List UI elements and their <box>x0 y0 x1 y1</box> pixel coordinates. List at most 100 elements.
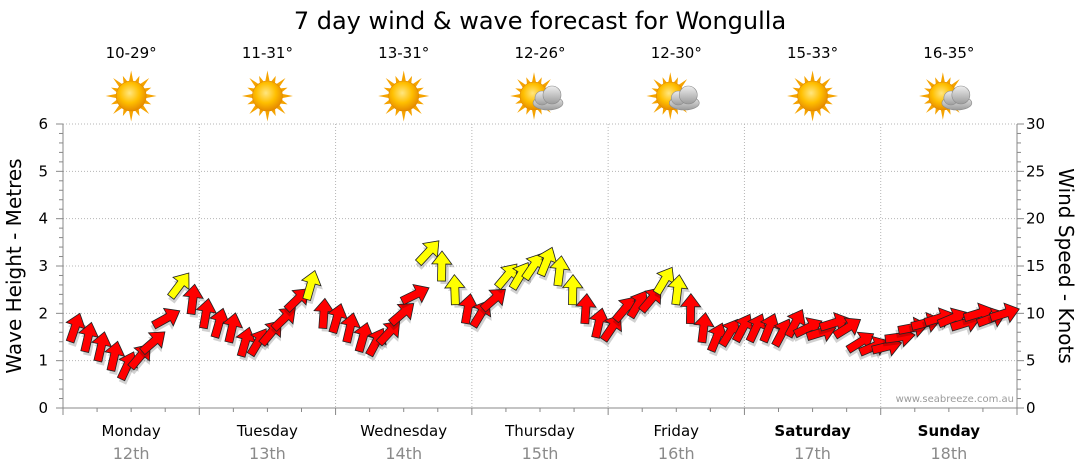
wind-arrow-shape <box>666 274 689 306</box>
wind-arrow-shape <box>832 317 862 340</box>
sun-disc <box>797 80 828 112</box>
sun-ray <box>668 72 673 83</box>
cloud-shape <box>941 85 973 111</box>
sun-icon <box>378 70 430 122</box>
sun-icon <box>105 70 157 122</box>
day-date-label: 17th <box>794 444 831 463</box>
wind-arrow <box>443 274 468 308</box>
sun-disc <box>388 80 420 112</box>
sun-ray <box>128 110 134 122</box>
wind-arrow-shape <box>599 314 622 343</box>
left-tick-label: 2 <box>38 304 48 322</box>
wind-arrow <box>139 331 166 359</box>
sun-ray <box>401 70 406 82</box>
wind-arrow-shape <box>693 311 715 344</box>
wind-arrow-shape <box>679 292 702 325</box>
wind-arrow <box>375 320 401 351</box>
sun-ray <box>940 109 945 120</box>
wind-arrow <box>430 250 455 285</box>
temperature-label: 12-30° <box>651 44 702 62</box>
wind-arrow-shape <box>375 320 401 347</box>
day-name-label: Tuesday <box>236 422 298 440</box>
wind-arrow-shape <box>283 288 309 313</box>
temperature-labels: 10-29° 11-31° 13-31° 12-26° 12-30° 15-33° 16-3… <box>106 44 975 62</box>
temperature-label: 15-33° <box>787 44 838 62</box>
wind-arrow <box>479 288 506 317</box>
wind-arrow-shape <box>91 331 113 363</box>
wind-arrow-shape <box>167 272 190 300</box>
right-tick-label: 0 <box>1026 399 1036 417</box>
chart-axes: 0 1 2 3 4 5 6 0 5 10 15 20 25 30 <box>38 115 1045 417</box>
wind-arrow-shape <box>479 288 506 313</box>
cloud-shape <box>668 85 700 111</box>
wind-arrow <box>283 288 309 317</box>
wind-arrow-shape <box>988 302 1020 324</box>
left-tick-label: 0 <box>38 399 48 417</box>
temperature-label: 12-26° <box>514 44 565 62</box>
wind-arrow-shape <box>561 274 584 306</box>
sun-ray <box>919 93 930 99</box>
sun-disc <box>252 80 283 112</box>
wind-arrow <box>339 312 363 347</box>
left-tick-label: 5 <box>38 162 48 180</box>
partly-cloudy-icon <box>646 72 700 120</box>
wind-arrows <box>65 240 1020 385</box>
wind-arrow <box>387 303 415 331</box>
day-name-label: Friday <box>654 422 700 440</box>
right-tick-label: 30 <box>1026 115 1045 133</box>
sun-ray <box>531 72 537 83</box>
day-date-label: 12th <box>113 444 150 463</box>
wind-arrow-shape <box>222 312 244 344</box>
day-name-label: Saturday <box>774 422 851 440</box>
left-axis-label: Wave Height - Metres <box>2 158 26 373</box>
left-tick-label: 6 <box>38 115 48 133</box>
sun-icon <box>241 70 293 122</box>
partly-cloudy-icon <box>919 72 973 120</box>
wind-arrow <box>784 308 807 342</box>
watermark: www.seabreeze.com.au <box>896 394 1014 405</box>
day-name-label: Wednesday <box>360 422 447 440</box>
cloud-shape <box>532 85 564 111</box>
sun-ray <box>826 93 839 99</box>
wind-arrow <box>167 272 190 304</box>
right-tick-label: 15 <box>1026 257 1045 275</box>
sun-disc <box>115 80 147 112</box>
day-date-label: 14th <box>385 444 422 463</box>
day-labels: Monday 12th Tuesday 13th Wednesday 14th Thursd… <box>102 422 981 463</box>
weather-icons <box>105 70 973 122</box>
wind-arrow <box>222 312 245 347</box>
wind-arrow <box>150 307 181 333</box>
right-tick-label: 5 <box>1026 352 1036 370</box>
day-name-label: Sunday <box>918 422 981 440</box>
wind-arrow <box>77 321 101 357</box>
wind-arrow-shape <box>139 331 166 356</box>
wind-arrow <box>666 274 691 309</box>
wind-arrow <box>65 312 87 347</box>
wind-arrow-shape <box>414 240 440 267</box>
day-date-label: 16th <box>658 444 695 463</box>
sun-ray <box>787 93 799 99</box>
wind-arrow-shape <box>270 307 296 332</box>
wind-arrow <box>104 340 127 376</box>
day-date-label: 13th <box>249 444 286 463</box>
sun-icon <box>787 70 839 122</box>
sun-ray <box>281 93 293 99</box>
sun-ray <box>646 93 658 99</box>
wind-arrow <box>679 292 704 327</box>
wind-arrow <box>398 283 430 309</box>
day-date-label: 18th <box>930 444 967 463</box>
sun-ray <box>128 70 134 82</box>
temperature-label: 13-31° <box>378 44 429 62</box>
right-tick-label: 25 <box>1026 162 1045 180</box>
day-date-label: 15th <box>522 444 559 463</box>
wind-arrow-shape <box>104 340 126 372</box>
wind-arrow-shape <box>182 283 204 315</box>
chart-title: 7 day wind & wave forecast for Wongulla <box>294 7 786 35</box>
left-tick-label: 3 <box>38 257 48 275</box>
wind-arrow-shape <box>549 255 571 287</box>
wind-arrow <box>270 307 296 336</box>
wind-arrow <box>182 283 206 318</box>
wind-arrow-shape <box>399 283 430 306</box>
partly-cloudy-icon <box>510 72 564 120</box>
sun-ray <box>810 110 815 122</box>
